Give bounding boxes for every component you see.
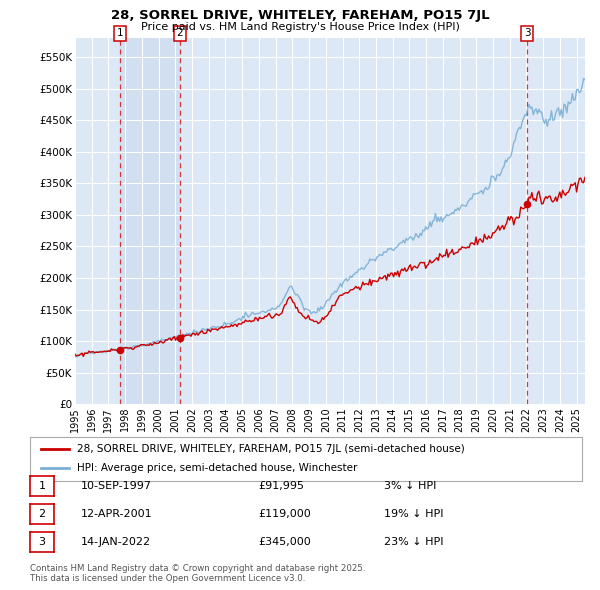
Text: £91,995: £91,995: [258, 481, 304, 490]
Text: Contains HM Land Registry data © Crown copyright and database right 2025.
This d: Contains HM Land Registry data © Crown c…: [30, 563, 365, 583]
Text: HPI: Average price, semi-detached house, Winchester: HPI: Average price, semi-detached house,…: [77, 464, 357, 473]
Text: £119,000: £119,000: [258, 509, 311, 519]
Text: 3: 3: [38, 537, 46, 547]
Text: Price paid vs. HM Land Registry's House Price Index (HPI): Price paid vs. HM Land Registry's House …: [140, 22, 460, 32]
Bar: [120, 38, 180, 404]
Text: 10-SEP-1997: 10-SEP-1997: [81, 481, 152, 490]
Text: 3: 3: [524, 28, 530, 38]
Text: 2: 2: [176, 28, 184, 38]
Text: 1: 1: [38, 481, 46, 490]
Text: 14-JAN-2022: 14-JAN-2022: [81, 537, 151, 547]
Text: 28, SORREL DRIVE, WHITELEY, FAREHAM, PO15 7JL (semi-detached house): 28, SORREL DRIVE, WHITELEY, FAREHAM, PO1…: [77, 444, 464, 454]
Text: 23% ↓ HPI: 23% ↓ HPI: [384, 537, 443, 547]
Text: £345,000: £345,000: [258, 537, 311, 547]
Text: 28, SORREL DRIVE, WHITELEY, FAREHAM, PO15 7JL: 28, SORREL DRIVE, WHITELEY, FAREHAM, PO1…: [110, 9, 490, 22]
Text: 1: 1: [116, 28, 123, 38]
Text: 2: 2: [38, 509, 46, 519]
Text: 19% ↓ HPI: 19% ↓ HPI: [384, 509, 443, 519]
Text: 3% ↓ HPI: 3% ↓ HPI: [384, 481, 436, 490]
Text: 12-APR-2001: 12-APR-2001: [81, 509, 152, 519]
